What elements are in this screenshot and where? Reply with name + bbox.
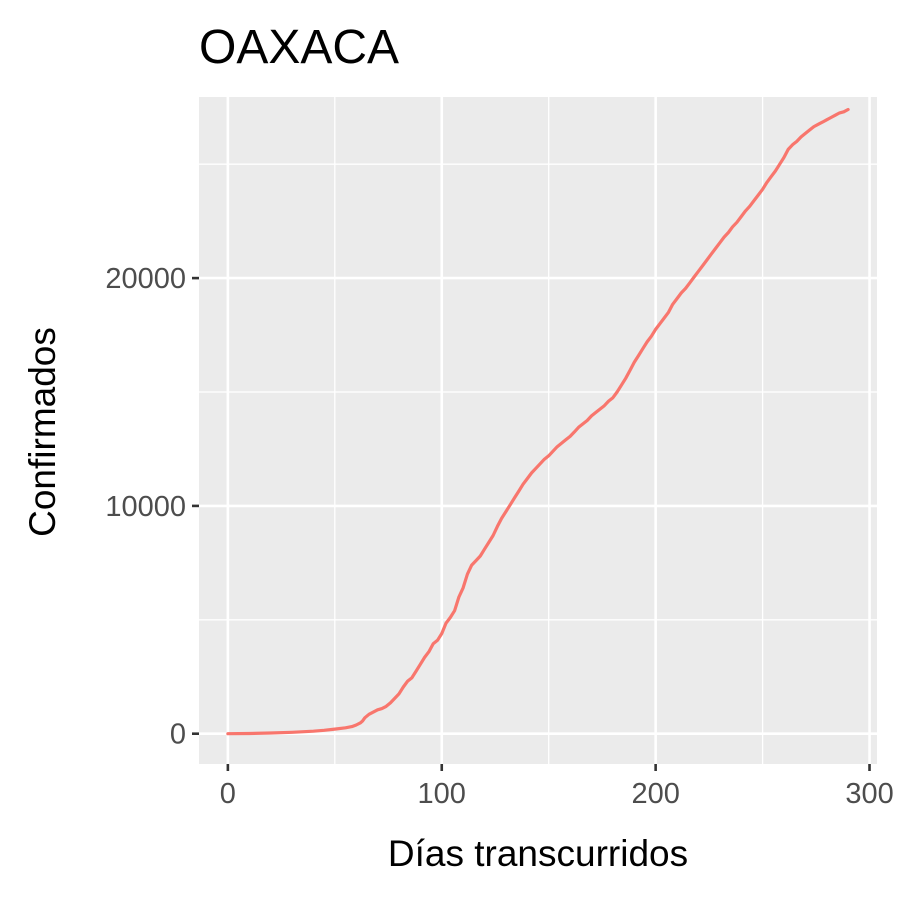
chart-title: OAXACA [199, 21, 399, 74]
x-axis-title: Días transcurridos [388, 833, 688, 874]
plot-panel [199, 97, 877, 764]
x-tick-label: 300 [845, 778, 893, 810]
y-tick-label: 0 [170, 719, 186, 751]
minor-gridlines [199, 97, 877, 764]
series-line-0 [226, 107, 850, 736]
y-tick-label: 20000 [105, 263, 186, 295]
x-tick-label: 100 [418, 778, 466, 810]
x-tick-label: 0 [220, 778, 236, 810]
major-gridlines [199, 97, 877, 764]
x-tick-label: 200 [631, 778, 679, 810]
y-axis: 0 10000 20000 [105, 263, 199, 751]
y-tick-label: 10000 [105, 491, 186, 523]
y-axis-title: Confirmados [22, 327, 63, 537]
x-axis: 0 100 200 300 [220, 764, 894, 810]
series-layer [226, 107, 850, 736]
